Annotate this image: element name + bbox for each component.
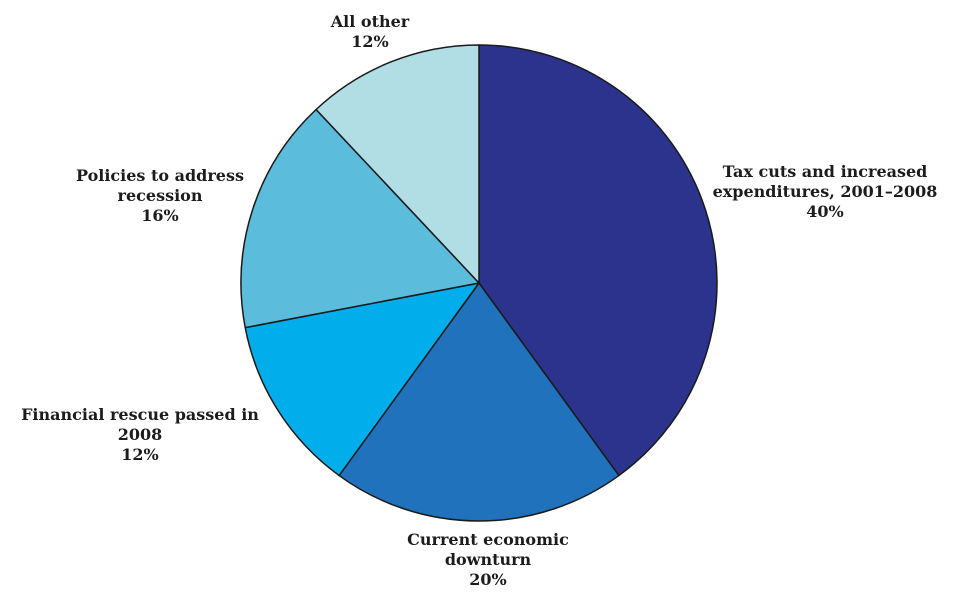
slice-percent-label: 20% (469, 570, 507, 589)
pie-slice-tax-cuts (478, 44, 718, 477)
slice-label-economic-downturn: Current economic downturn 20% (368, 530, 608, 590)
slice-percent-label: 12% (351, 32, 389, 51)
pie-slices (240, 44, 718, 522)
slice-label-text: Financial rescue passed in (21, 405, 259, 424)
slice-label-tax-cuts: Tax cuts and increased expenditures, 2001… (700, 162, 950, 222)
pie-slice-economic-downturn (338, 282, 620, 522)
slice-label-text: All other (330, 12, 410, 31)
slice-label-text: Tax cuts and increased (722, 162, 928, 181)
pie-slice-financial-rescue (244, 282, 480, 477)
slice-percent-label: 12% (121, 445, 159, 464)
slice-label-text: expenditures, 2001–2008 (712, 182, 938, 201)
slice-label-text: recession (117, 186, 203, 205)
slice-label-text: 2008 (117, 425, 163, 444)
slice-label-all-other: All other 12% (300, 12, 440, 52)
slice-label-financial-rescue: Financial rescue passed in 2008 12% (5, 405, 275, 465)
slice-percent-label: 40% (806, 202, 844, 221)
slice-label-text: Current economic (407, 530, 569, 549)
pie-slice-all-other (315, 44, 480, 284)
slice-label-recession-policies: Policies to address recession 16% (60, 166, 260, 226)
slice-label-text: Policies to address (75, 166, 244, 185)
slice-percent-label: 16% (141, 206, 179, 225)
slice-label-text: downturn (444, 550, 532, 569)
pie-slice-recession-policies (240, 108, 480, 329)
